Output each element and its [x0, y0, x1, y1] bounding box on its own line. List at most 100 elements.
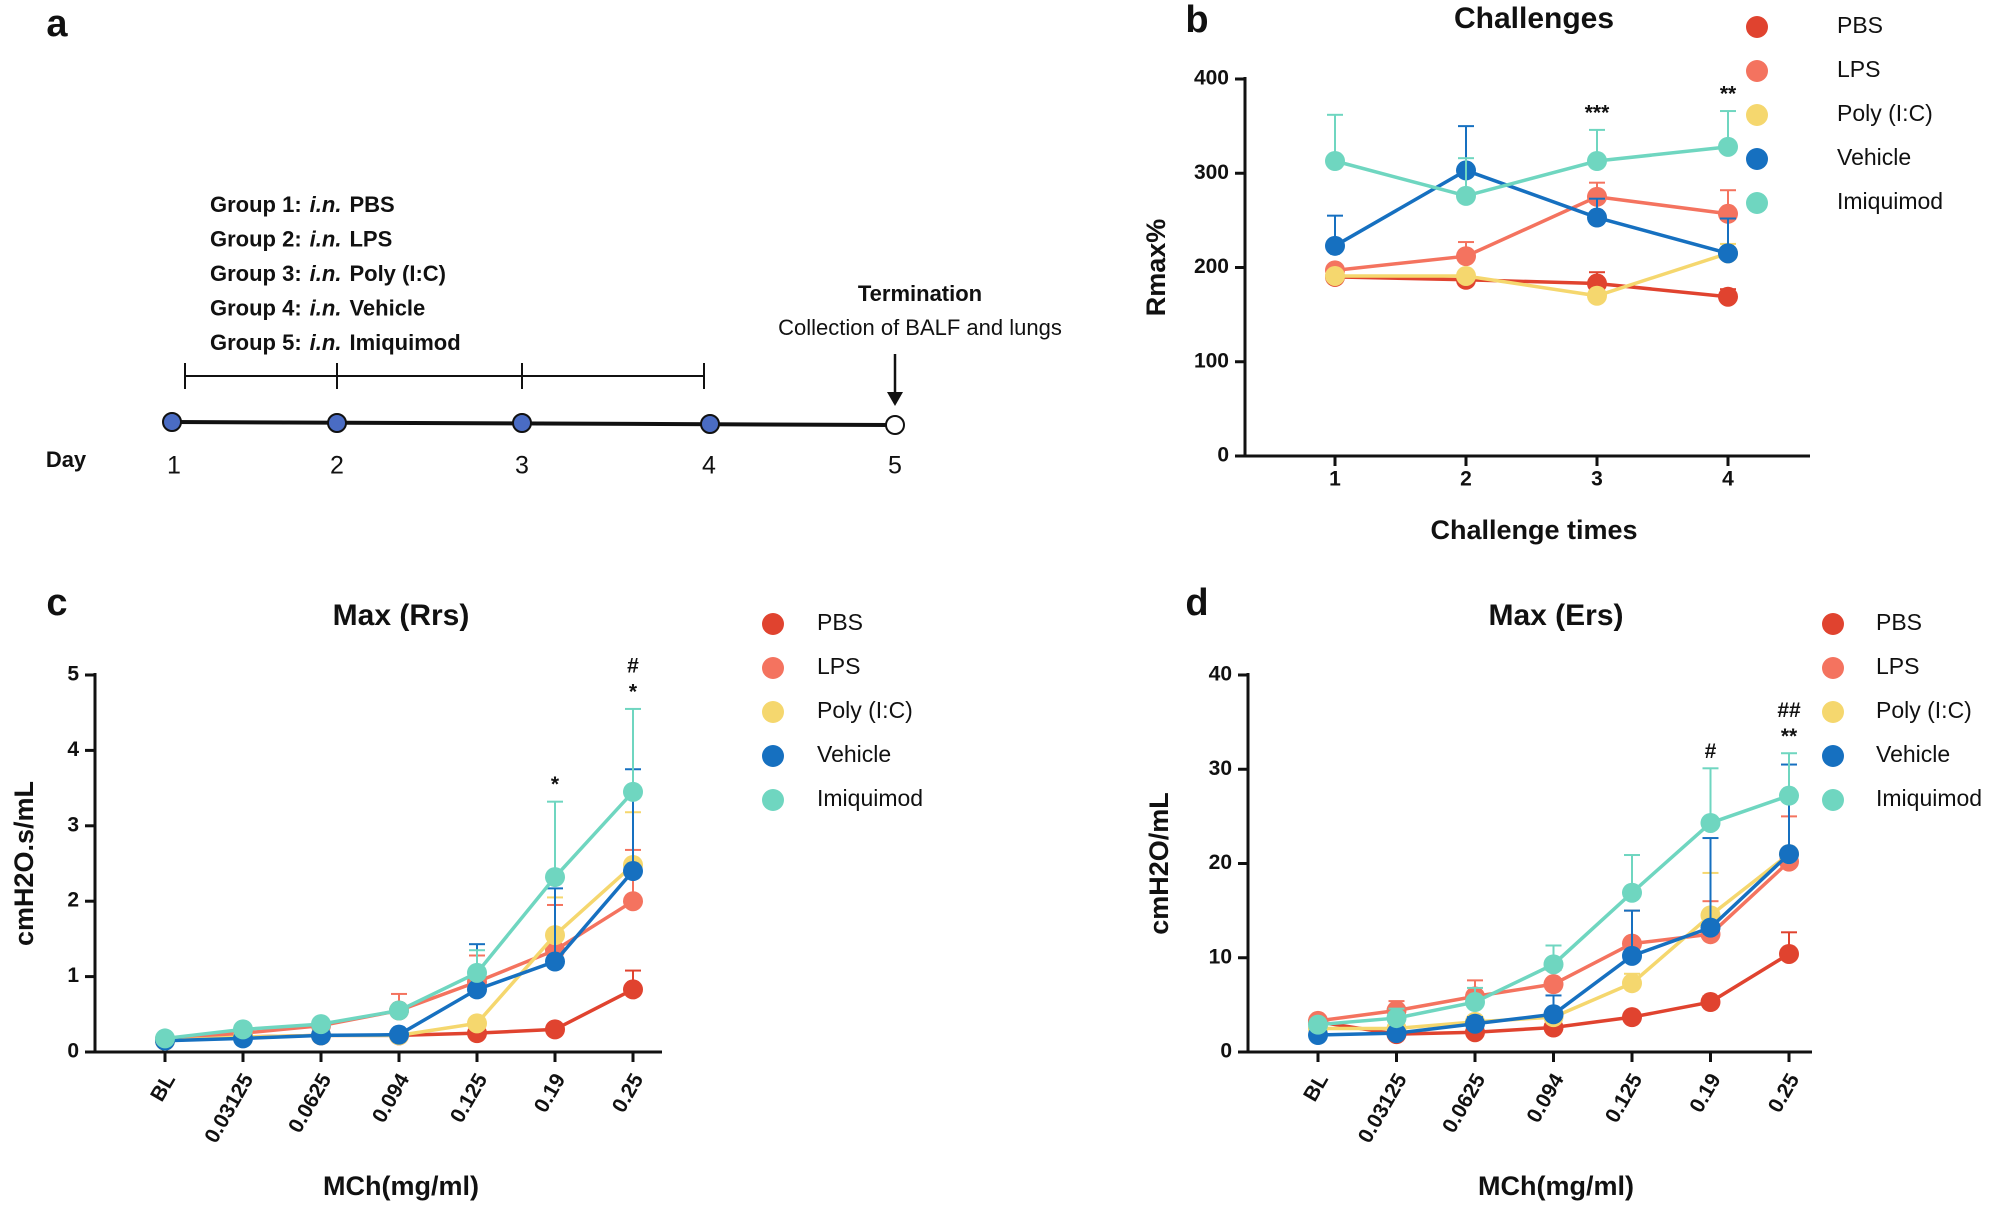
day-number: 2 [330, 452, 344, 480]
y-tick-label: 200 [1194, 255, 1229, 278]
y-axis-label: Rmax% [1141, 219, 1171, 317]
y-tick-label: 2 [67, 889, 79, 912]
data-point [1308, 1014, 1328, 1035]
significance: * [551, 773, 560, 796]
significance: ** [1781, 725, 1798, 748]
data-point [1622, 945, 1642, 966]
group-line: Group 2: i.n. LPS [210, 226, 392, 251]
y-tick-label: 0 [1217, 444, 1229, 467]
legend-marker [762, 789, 784, 811]
y-tick-label: 30 [1209, 757, 1232, 780]
panel-label: d [1185, 582, 1208, 624]
termination: Termination [858, 281, 982, 306]
legend-label: Imiquimod [817, 785, 923, 811]
x-tick-label: BL [146, 1070, 180, 1106]
data-point [1465, 1013, 1485, 1034]
legend-label: Vehicle [1876, 741, 1950, 767]
legend-marker [1822, 701, 1844, 723]
day-dot [512, 413, 532, 433]
y-tick-label: 1 [67, 964, 79, 987]
panel-label: a [46, 3, 68, 45]
legend-label: LPS [1876, 653, 1919, 679]
series-line [1334, 275, 1729, 299]
significance: ## [1777, 699, 1801, 722]
legend-marker [1746, 60, 1768, 82]
y-tick-label: 10 [1209, 945, 1232, 968]
legend-marker [762, 657, 784, 679]
error-bar [625, 707, 641, 792]
x-tick-label: 0.25 [1764, 1069, 1805, 1116]
day-dot-end [885, 415, 905, 435]
chart-title: Max (Rrs) [333, 599, 470, 632]
legend-marker [1746, 192, 1768, 214]
data-point [1456, 265, 1476, 286]
y-tick-label: 4 [67, 738, 79, 761]
day-number: 3 [515, 452, 529, 480]
panel-label: b [1185, 0, 1208, 41]
data-point [623, 861, 643, 882]
legend-label: Poly (I:C) [1837, 100, 1933, 126]
data-point [1779, 844, 1799, 865]
legend-marker [1746, 148, 1768, 170]
y-axis-label: cmH2O.s/mL [9, 781, 39, 946]
chart-title: Max (Ers) [1488, 599, 1623, 632]
legend-marker [1746, 104, 1768, 126]
error-bar [547, 800, 563, 878]
treatment: Poly (I:C) [349, 261, 446, 286]
group-name: Group 5: [210, 330, 302, 355]
data-point [1779, 785, 1799, 806]
data-point [1386, 1008, 1407, 1029]
data-point [1325, 150, 1345, 171]
data-point [1543, 1004, 1564, 1025]
route: i.n. [310, 295, 342, 320]
x-tick-label: 3 [1591, 468, 1603, 491]
group-line: Group 4: i.n. Vehicle [210, 295, 425, 320]
data-point [1622, 882, 1642, 903]
significance: # [627, 654, 639, 677]
group-line: Group 1: i.n. PBS [210, 192, 395, 217]
data-point [545, 867, 565, 888]
day-number: 5 [888, 452, 902, 480]
x-tick-label: 4 [1722, 468, 1734, 491]
data-point [233, 1019, 253, 1040]
legend-label: Vehicle [1837, 144, 1911, 170]
x-tick-label: 0.0625 [1438, 1069, 1490, 1136]
legend-marker [762, 613, 784, 635]
x-tick-label: 2 [1460, 468, 1472, 491]
y-axis-label: cmH2O/mL [1144, 792, 1174, 935]
significance: * [629, 680, 638, 703]
route: i.n. [310, 226, 342, 251]
y-tick-label: 0 [1220, 1040, 1232, 1063]
timeline-diagram: a Termination Collection of BALF and lun… [46, 3, 1062, 480]
panel-label: c [46, 582, 67, 624]
error-bar [1702, 837, 1719, 928]
data-point [311, 1014, 331, 1035]
x-tick-label: 0.03125 [200, 1070, 258, 1148]
legend-marker [762, 701, 784, 723]
legend-label: Poly (I:C) [1876, 697, 1972, 723]
legend-label: Imiquimod [1876, 785, 1982, 811]
data-point [1325, 265, 1345, 286]
y-tick-label: 100 [1194, 349, 1229, 372]
chart: d Max (Ers) cmH2O/mL MCh(mg/ml) 0 10 20 30 40 BL 0… [1144, 582, 1982, 1201]
legend-marker [1822, 613, 1844, 635]
treatment: Imiquimod [349, 330, 460, 355]
data-point [1325, 235, 1345, 256]
series-line [1334, 195, 1729, 273]
chart: c Max (Rrs) cmH2O.s/mL MCh(mg/ml) 0 1 2 3 4 5 BL 0.… [9, 582, 923, 1201]
group-name: Group 1: [210, 192, 302, 217]
data-point [1386, 1023, 1407, 1044]
data-point [623, 781, 643, 802]
day-dot [162, 412, 182, 432]
data-point [467, 979, 487, 1000]
group-name: Group 2: [210, 226, 302, 251]
day-number: 4 [702, 452, 716, 480]
x-tick-label: 0.125 [1601, 1070, 1647, 1127]
data-point [1587, 150, 1607, 171]
route: i.n. [310, 261, 342, 286]
day-number: 1 [167, 452, 181, 480]
data-point [1465, 992, 1485, 1013]
day-label: Day [46, 447, 87, 472]
legend-label: Imiquimod [1837, 188, 1943, 214]
group-line: Group 3: i.n. Poly (I:C) [210, 261, 446, 286]
